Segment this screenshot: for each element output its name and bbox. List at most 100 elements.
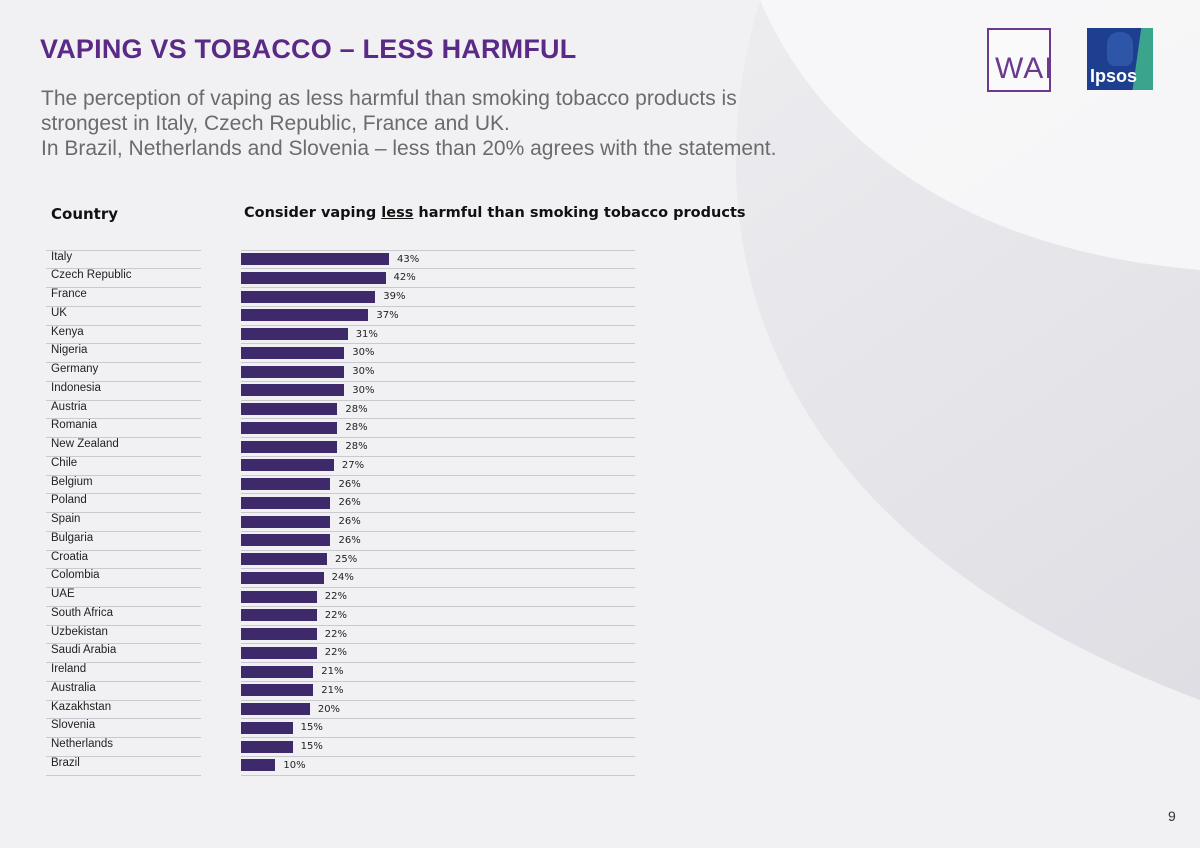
country-row-divider — [46, 587, 201, 588]
bar-row-divider — [241, 455, 635, 457]
value-label: 42% — [393, 272, 416, 284]
country-row-divider — [46, 718, 201, 720]
measure-header-underlined: less — [381, 205, 414, 221]
value-label: 22% — [324, 591, 347, 602]
country-label: UK — [51, 306, 67, 319]
country-row-divider — [46, 662, 201, 663]
bar-row-divider — [241, 624, 635, 626]
bar-france — [241, 290, 376, 303]
country-label: Germany — [51, 363, 99, 375]
value-label: 37% — [376, 309, 399, 321]
bar-row-divider — [241, 549, 635, 551]
country-label: Czech Republic — [51, 269, 132, 282]
country-row-divider — [46, 287, 201, 288]
bar-row-divider — [241, 643, 635, 645]
bar-australia — [241, 684, 314, 697]
value-label: 22% — [324, 647, 347, 659]
bar-row-divider — [241, 755, 635, 757]
value-label: 27% — [341, 459, 365, 471]
bar-bulgaria — [241, 534, 331, 547]
country-label: Ireland — [51, 663, 87, 675]
bar-germany — [241, 365, 345, 378]
bar-chile — [241, 459, 334, 472]
bar-row-divider — [241, 418, 635, 420]
bar-row-divider — [241, 699, 635, 701]
ipsos-logo-text: Ipsos — [1090, 66, 1138, 86]
country-row-divider — [46, 774, 201, 776]
bar-row-divider — [241, 287, 635, 288]
country-label: Romania — [51, 419, 98, 432]
country-label: France — [51, 288, 87, 300]
slide-subtitle: The perception of vaping as less harmful… — [41, 86, 861, 161]
bar-row-divider — [241, 530, 635, 532]
value-label: 21% — [321, 684, 344, 696]
country-label: Spain — [51, 513, 81, 525]
country-row-divider — [46, 624, 201, 626]
value-label: 15% — [300, 722, 323, 734]
wai-logo-text: WAI — [995, 52, 1054, 85]
country-row-divider — [46, 362, 201, 363]
measure-header-after: harmful than smoking tobacco products — [413, 205, 746, 221]
value-label: 31% — [355, 328, 378, 340]
bar-row-divider — [241, 680, 635, 682]
value-label: 22% — [324, 609, 347, 621]
value-label: 43% — [397, 253, 420, 265]
country-label: Indonesia — [51, 381, 101, 394]
value-label: 22% — [324, 628, 347, 640]
bar-uk — [241, 309, 369, 322]
bar-saudi-arabia — [241, 646, 317, 659]
bar-uzbekistan — [241, 628, 317, 640]
bar-row-divider — [241, 380, 635, 382]
country-row-divider — [46, 680, 201, 682]
value-label: 28% — [345, 441, 368, 452]
value-label: 39% — [383, 291, 406, 302]
bar-romania — [241, 421, 338, 434]
bar-belgium — [241, 478, 331, 490]
wai-logo: WAI — [987, 28, 1054, 92]
bar-colombia — [241, 571, 324, 584]
country-label: South Africa — [51, 606, 114, 619]
bar-row-divider — [241, 774, 635, 776]
column-header-country: Country — [51, 205, 119, 223]
country-label: Kenya — [51, 325, 84, 338]
country-row-divider — [46, 418, 201, 420]
bar-row-divider — [241, 305, 635, 307]
value-label: 24% — [331, 572, 354, 584]
country-label: Saudi Arabia — [51, 644, 117, 657]
value-label: 30% — [352, 384, 375, 396]
country-label: Italy — [51, 250, 73, 263]
country-row-divider — [46, 399, 201, 401]
country-label: Brazil — [51, 756, 80, 769]
value-label: 28% — [345, 422, 368, 434]
value-label: 21% — [321, 666, 344, 677]
bar-row-divider — [241, 249, 635, 251]
value-label: 25% — [335, 553, 358, 565]
country-label: Kazakhstan — [51, 700, 112, 713]
country-row-divider — [46, 474, 201, 476]
bar-new-zealand — [241, 440, 338, 453]
subtitle-line-2: strongest in Italy, Czech Republic, Fran… — [41, 112, 510, 135]
country-row-divider — [46, 343, 201, 345]
bar-row-divider — [241, 493, 635, 495]
value-label: 26% — [338, 497, 361, 509]
value-label: 26% — [338, 534, 361, 546]
column-header-measure: Consider vaping less harmful than smokin… — [244, 205, 746, 221]
country-row-divider — [46, 380, 201, 382]
country-label: Nigeria — [51, 344, 88, 357]
bar-row-divider — [241, 268, 635, 270]
bar-croatia — [241, 553, 328, 565]
value-label: 15% — [300, 741, 323, 752]
country-label: Austria — [51, 400, 87, 413]
country-row-divider — [46, 530, 201, 532]
country-label: Belgium — [51, 475, 93, 488]
country-row-divider — [46, 512, 201, 513]
country-row-divider — [46, 305, 201, 307]
country-row-divider — [46, 568, 201, 570]
bar-row-divider — [241, 587, 635, 588]
value-label: 30% — [352, 347, 375, 359]
bar-row-divider — [241, 399, 635, 401]
bar-brazil — [241, 759, 276, 772]
bar-row-divider — [241, 737, 635, 738]
country-row-divider — [46, 737, 201, 738]
country-row-divider — [46, 549, 201, 551]
